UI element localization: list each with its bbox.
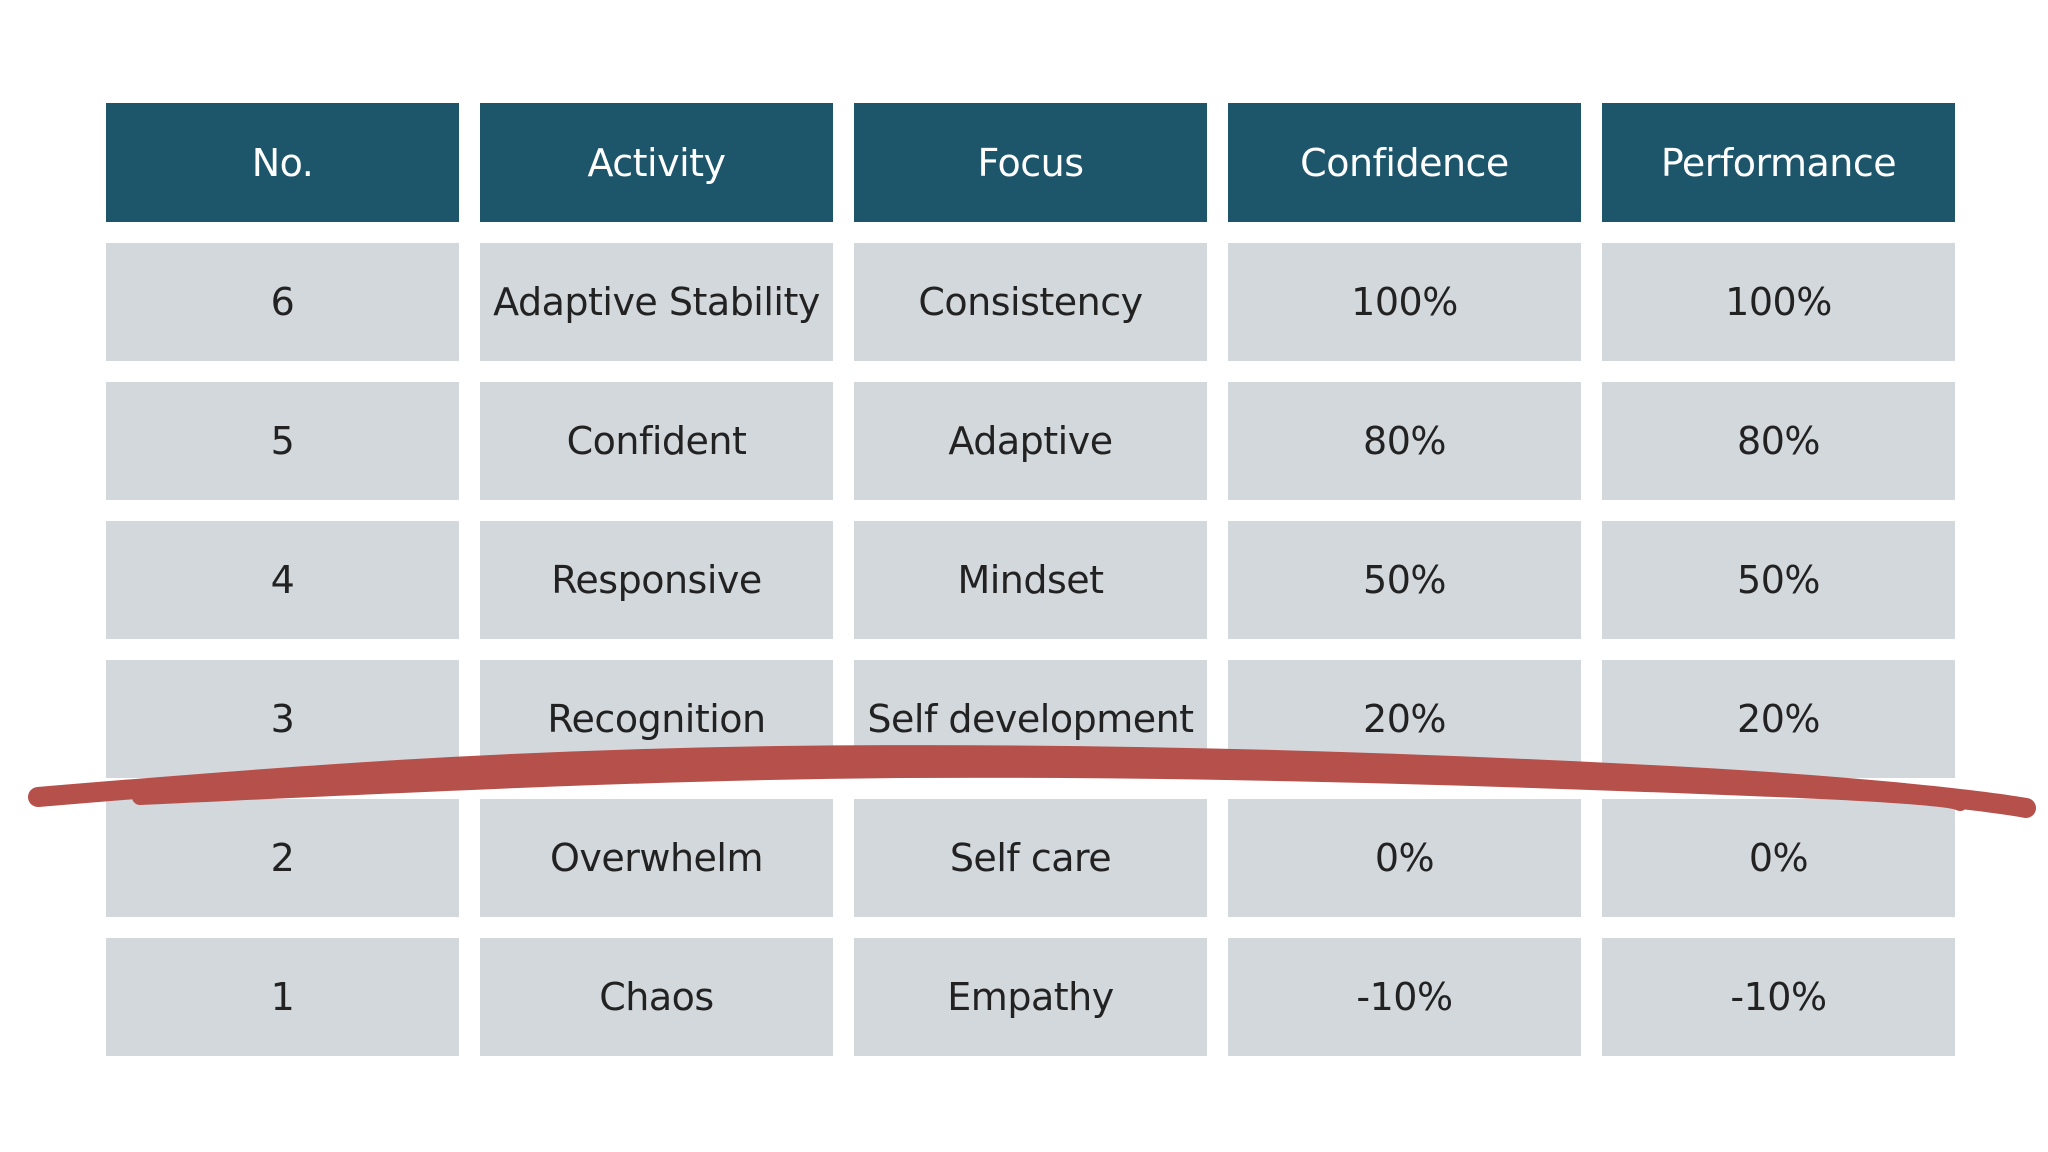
header-performance: Performance bbox=[1602, 103, 1955, 222]
header-label: Confidence bbox=[1300, 140, 1509, 185]
cell-text: Overwhelm bbox=[549, 836, 764, 880]
header-label: Performance bbox=[1660, 140, 1897, 185]
cell-text: 80% bbox=[1737, 419, 1820, 463]
table-cell-confidence: 50% bbox=[1228, 521, 1581, 639]
cell-text: 4 bbox=[270, 558, 295, 602]
cell-text: 20% bbox=[1737, 697, 1820, 741]
table-cell-activity: Recognition bbox=[480, 660, 833, 778]
cell-text: Self development bbox=[867, 697, 1194, 741]
table-cell-no: 2 bbox=[106, 799, 459, 917]
table-cell-performance: -10% bbox=[1602, 938, 1955, 1056]
header-label: No. bbox=[251, 140, 314, 185]
header-confidence: Confidence bbox=[1228, 103, 1581, 222]
cell-text: -10% bbox=[1356, 975, 1453, 1019]
cell-text: 6 bbox=[270, 280, 295, 324]
cell-text: 0% bbox=[1374, 836, 1435, 880]
table-cell-no: 4 bbox=[106, 521, 459, 639]
cell-text: 5 bbox=[270, 419, 295, 463]
table-cell-confidence: 0% bbox=[1228, 799, 1581, 917]
table-cell-activity: Chaos bbox=[480, 938, 833, 1056]
cell-text: 50% bbox=[1737, 558, 1820, 602]
cell-text: Empathy bbox=[947, 975, 1114, 1019]
levels-table: No. Activity Focus Confidence Performanc… bbox=[106, 103, 1955, 1056]
cell-text: 80% bbox=[1363, 419, 1446, 463]
cell-text: Adaptive bbox=[948, 419, 1113, 463]
table-cell-activity: Responsive bbox=[480, 521, 833, 639]
table-cell-focus: Adaptive bbox=[854, 382, 1207, 500]
table-cell-performance: 20% bbox=[1602, 660, 1955, 778]
cell-text: 0% bbox=[1748, 836, 1809, 880]
header-label: Focus bbox=[977, 140, 1084, 185]
table-cell-no: 1 bbox=[106, 938, 459, 1056]
table-cell-no: 3 bbox=[106, 660, 459, 778]
cell-text: Adaptive Stability bbox=[493, 280, 820, 324]
cell-text: -10% bbox=[1730, 975, 1827, 1019]
cell-text: Confident bbox=[566, 419, 747, 463]
table-cell-focus: Self care bbox=[854, 799, 1207, 917]
table-cell-no: 5 bbox=[106, 382, 459, 500]
cell-text: 3 bbox=[270, 697, 295, 741]
table-cell-activity: Adaptive Stability bbox=[480, 243, 833, 361]
table-cell-no: 6 bbox=[106, 243, 459, 361]
header-label: Activity bbox=[587, 140, 726, 185]
cell-text: 100% bbox=[1725, 280, 1832, 324]
table-cell-activity: Overwhelm bbox=[480, 799, 833, 917]
table-cell-performance: 50% bbox=[1602, 521, 1955, 639]
table-cell-focus: Mindset bbox=[854, 521, 1207, 639]
cell-text: Consistency bbox=[918, 280, 1143, 324]
cell-text: Mindset bbox=[957, 558, 1104, 602]
table-cell-performance: 100% bbox=[1602, 243, 1955, 361]
table-cell-confidence: -10% bbox=[1228, 938, 1581, 1056]
cell-text: 100% bbox=[1351, 280, 1458, 324]
table-cell-focus: Consistency bbox=[854, 243, 1207, 361]
table-cell-focus: Empathy bbox=[854, 938, 1207, 1056]
table-cell-performance: 0% bbox=[1602, 799, 1955, 917]
cell-text: Chaos bbox=[599, 975, 714, 1019]
cell-text: 1 bbox=[270, 975, 295, 1019]
header-no: No. bbox=[106, 103, 459, 222]
cell-text: Responsive bbox=[551, 558, 762, 602]
table-cell-confidence: 20% bbox=[1228, 660, 1581, 778]
header-activity: Activity bbox=[480, 103, 833, 222]
table-cell-activity: Confident bbox=[480, 382, 833, 500]
header-focus: Focus bbox=[854, 103, 1207, 222]
table-cell-confidence: 80% bbox=[1228, 382, 1581, 500]
cell-text: Self care bbox=[949, 836, 1112, 880]
cell-text: 20% bbox=[1363, 697, 1446, 741]
table-cell-focus: Self development bbox=[854, 660, 1207, 778]
cell-text: 2 bbox=[270, 836, 295, 880]
cell-text: 50% bbox=[1363, 558, 1446, 602]
table-cell-performance: 80% bbox=[1602, 382, 1955, 500]
table-cell-confidence: 100% bbox=[1228, 243, 1581, 361]
cell-text: Recognition bbox=[547, 697, 766, 741]
